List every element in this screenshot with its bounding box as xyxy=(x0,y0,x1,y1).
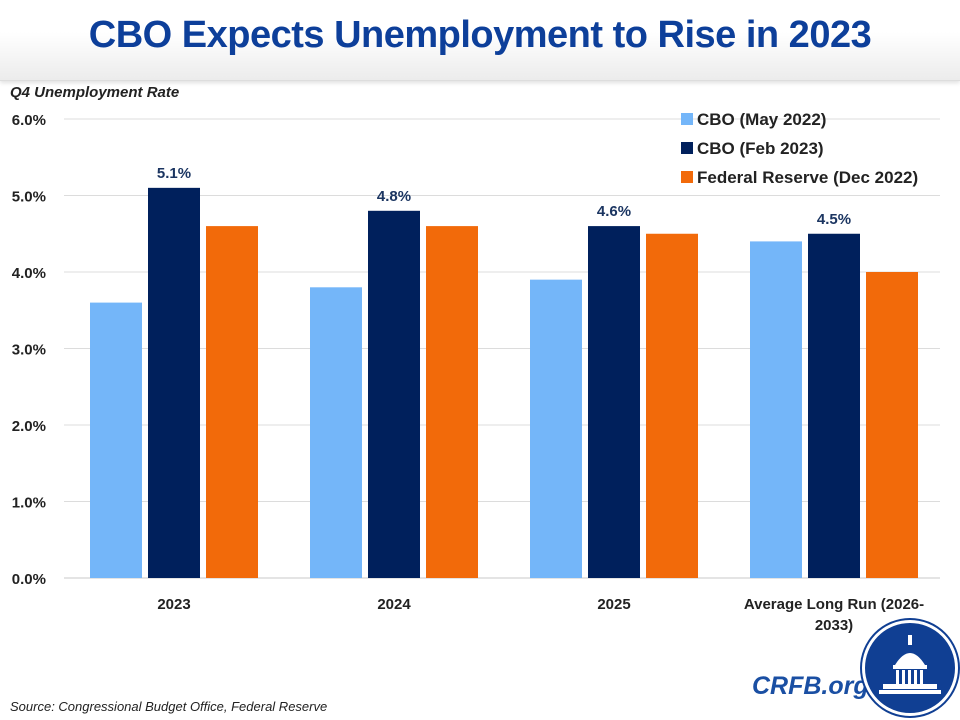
bar-0-0 xyxy=(90,302,142,578)
x-tick-label: 2024 xyxy=(377,596,411,613)
y-tick-label: 1.0% xyxy=(12,495,46,512)
data-label: 5.1% xyxy=(157,165,191,182)
bar-2-1 xyxy=(426,226,478,578)
x-tick-label: 2033) xyxy=(815,617,853,634)
y-tick-label: 0.0% xyxy=(12,571,46,588)
data-label: 4.6% xyxy=(597,203,631,220)
bar-1-0 xyxy=(148,187,200,578)
bar-0-2 xyxy=(530,279,582,578)
bar-1-1 xyxy=(368,210,420,579)
bar-0-3 xyxy=(750,241,802,578)
data-label: 4.8% xyxy=(377,188,411,205)
legend-label: Federal Reserve (Dec 2022) xyxy=(697,168,918,187)
legend-swatch xyxy=(681,142,693,154)
bar-2-3 xyxy=(866,272,918,578)
source-note: Source: Congressional Budget Office, Fed… xyxy=(10,699,328,714)
brand-link[interactable]: CRFB.org xyxy=(752,672,869,700)
title-bar xyxy=(0,0,960,81)
data-label: 4.5% xyxy=(817,211,851,228)
x-tick-label: Average Long Run (2026- xyxy=(744,596,924,613)
legend-swatch xyxy=(681,171,693,183)
y-tick-label: 3.0% xyxy=(12,342,46,359)
bar-1-2 xyxy=(588,226,640,578)
y-tick-label: 2.0% xyxy=(12,418,46,435)
legend-label: CBO (Feb 2023) xyxy=(697,139,824,158)
bar-2-0 xyxy=(206,226,258,578)
legend-swatch xyxy=(681,113,693,125)
y-tick-label: 6.0% xyxy=(12,112,46,129)
x-tick-label: 2025 xyxy=(597,596,630,613)
capitol-logo xyxy=(862,620,958,716)
y-axis-label: Q4 Unemployment Rate xyxy=(10,84,180,101)
y-tick-label: 5.0% xyxy=(12,189,46,206)
bar-0-1 xyxy=(310,287,362,578)
x-tick-label: 2023 xyxy=(157,596,190,613)
bar-1-3 xyxy=(808,233,860,578)
capitol-icon xyxy=(879,635,941,694)
chart-title: CBO Expects Unemployment to Rise in 2023 xyxy=(88,14,872,56)
y-tick-label: 4.0% xyxy=(12,265,46,282)
bar-2-2 xyxy=(646,233,698,578)
legend-label: CBO (May 2022) xyxy=(697,110,826,129)
